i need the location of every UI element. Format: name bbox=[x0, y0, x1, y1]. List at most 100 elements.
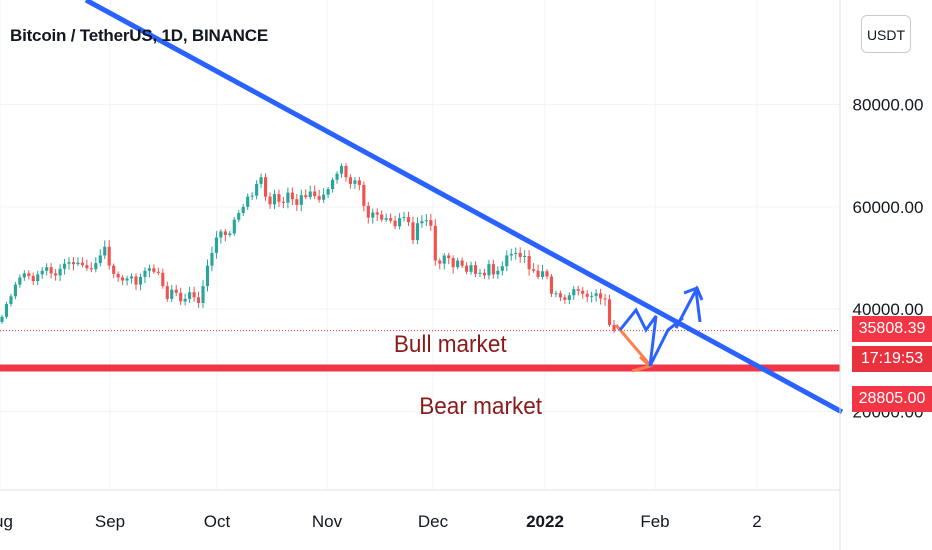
candle-body bbox=[179, 292, 183, 302]
candle-body bbox=[371, 212, 375, 218]
candle-body bbox=[192, 292, 196, 298]
candle-body bbox=[237, 213, 241, 220]
candle-body bbox=[335, 173, 339, 180]
candle-body bbox=[54, 273, 58, 276]
candle-body bbox=[514, 252, 518, 254]
candle-body bbox=[40, 270, 44, 275]
candle-body bbox=[268, 196, 272, 205]
projection-zigzag bbox=[618, 307, 684, 367]
candle-body bbox=[71, 262, 76, 265]
y-tick-label: 80000.00 bbox=[853, 96, 924, 115]
candle-body bbox=[259, 177, 263, 184]
candle-body bbox=[205, 265, 210, 287]
projection-down-arrow bbox=[614, 324, 652, 366]
candle-body bbox=[138, 276, 143, 285]
candle-body bbox=[402, 217, 406, 219]
candle-body bbox=[518, 252, 522, 257]
candle-body bbox=[112, 265, 116, 274]
candle-body bbox=[482, 272, 487, 276]
candle-body bbox=[286, 192, 290, 203]
candle-body bbox=[94, 263, 98, 270]
candle-body bbox=[219, 231, 223, 238]
projection-up-arrow bbox=[674, 285, 702, 329]
candle-body bbox=[348, 177, 353, 184]
candle-body bbox=[76, 262, 80, 265]
y-tick-label: 60000.00 bbox=[853, 198, 924, 217]
candle-body bbox=[27, 273, 31, 276]
candle-body bbox=[594, 293, 598, 296]
candle-body bbox=[473, 265, 478, 274]
candle-body bbox=[465, 265, 469, 272]
candle-body bbox=[263, 177, 268, 197]
candle-body bbox=[98, 255, 102, 264]
candle-body bbox=[456, 260, 460, 268]
candle-body bbox=[567, 295, 571, 300]
bull-market-label: Bull market bbox=[394, 330, 507, 357]
candle-body bbox=[80, 262, 84, 266]
candle-body bbox=[585, 293, 589, 297]
candle-body bbox=[599, 293, 603, 299]
currency-button[interactable]: USDT bbox=[861, 15, 911, 53]
candle-body bbox=[188, 292, 192, 299]
candle-body bbox=[295, 199, 299, 205]
candle-body bbox=[290, 192, 294, 200]
candle-body bbox=[9, 296, 13, 304]
x-tick-label: 2022 bbox=[526, 512, 564, 531]
candle-body bbox=[549, 276, 554, 294]
candle-body bbox=[572, 289, 576, 296]
candle-body bbox=[451, 258, 455, 268]
candle-body bbox=[375, 212, 379, 215]
candle-body bbox=[210, 252, 214, 266]
candle-body bbox=[429, 220, 433, 226]
candle-body bbox=[420, 221, 424, 224]
candle-body bbox=[500, 266, 504, 271]
candle-body bbox=[246, 196, 250, 207]
candle-body bbox=[161, 272, 165, 287]
candle-body bbox=[545, 271, 549, 277]
candle-body bbox=[558, 293, 562, 298]
candle-body bbox=[201, 286, 205, 303]
x-tick-label: Feb bbox=[640, 512, 669, 531]
candle-body bbox=[366, 205, 370, 218]
candle-body bbox=[389, 218, 393, 221]
candle-body bbox=[165, 286, 169, 299]
candle-body bbox=[326, 189, 330, 195]
candle-body bbox=[18, 277, 22, 285]
candle-body bbox=[384, 218, 388, 220]
candle-body bbox=[527, 255, 531, 270]
candle-body bbox=[415, 223, 420, 241]
grid bbox=[0, 0, 840, 490]
candle-body bbox=[339, 166, 344, 174]
candle-body bbox=[438, 260, 442, 264]
candle-body bbox=[411, 222, 415, 241]
candle-body bbox=[85, 265, 89, 269]
candle-body bbox=[406, 217, 411, 223]
candle-body bbox=[362, 184, 366, 206]
candle-body bbox=[255, 183, 259, 196]
x-tick-label: Dec bbox=[418, 512, 449, 531]
candle-body bbox=[103, 246, 107, 256]
candle-body bbox=[36, 274, 40, 281]
bar-countdown-label: 17:19:53 bbox=[852, 346, 932, 372]
candle-body bbox=[496, 270, 500, 275]
projection-up-arrowhead bbox=[683, 286, 704, 301]
candle-body bbox=[281, 201, 285, 203]
candle-body bbox=[442, 255, 446, 264]
x-tick-label: Nov bbox=[312, 512, 343, 531]
candle-body bbox=[523, 255, 527, 257]
candle-body bbox=[603, 298, 607, 300]
candle-body bbox=[317, 196, 321, 200]
candle-body bbox=[308, 191, 312, 198]
candle-body bbox=[353, 180, 357, 184]
downtrend-line bbox=[84, 0, 844, 415]
x-tick-label: Sep bbox=[95, 512, 125, 531]
candle-body bbox=[143, 270, 147, 277]
candle-body bbox=[424, 220, 428, 222]
candle-body bbox=[344, 166, 348, 178]
candle-body bbox=[313, 191, 317, 197]
candle-body bbox=[134, 276, 138, 285]
candle-body bbox=[228, 233, 232, 235]
candle-body bbox=[304, 195, 308, 198]
candle-body bbox=[121, 277, 125, 281]
